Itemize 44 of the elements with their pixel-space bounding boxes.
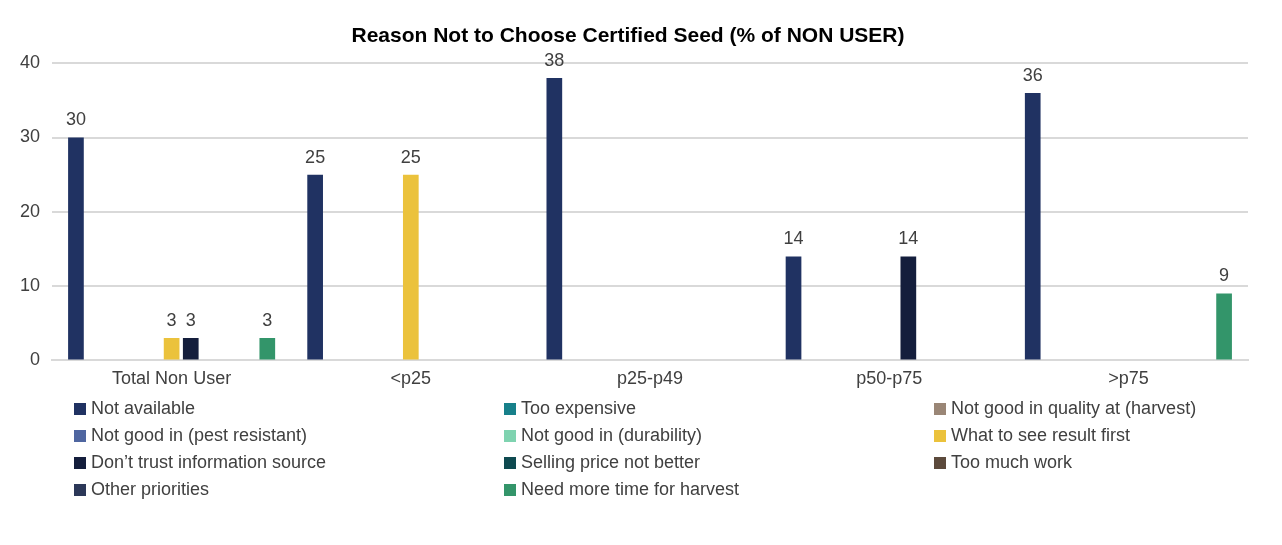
data-label: 3 bbox=[185, 310, 196, 331]
bar bbox=[68, 137, 84, 360]
bar bbox=[785, 256, 802, 360]
data-label: 3 bbox=[166, 310, 177, 331]
bar bbox=[900, 256, 917, 360]
x-tick-label: p50-p75 bbox=[856, 368, 923, 389]
bar bbox=[259, 338, 276, 360]
data-label: 14 bbox=[783, 228, 804, 249]
bar bbox=[182, 338, 199, 360]
x-tick-label: >p75 bbox=[1108, 368, 1149, 389]
legend-label: Not good in quality at (harvest) bbox=[951, 398, 1197, 419]
legend-label: What to see result first bbox=[951, 425, 1131, 446]
data-label: 38 bbox=[544, 50, 565, 71]
y-tick-label: 20 bbox=[19, 200, 41, 221]
x-tick-label: <p25 bbox=[390, 368, 432, 389]
bar bbox=[1024, 92, 1041, 360]
legend-label: Too expensive bbox=[521, 398, 637, 419]
legend-label: Don’t trust information source bbox=[91, 452, 327, 473]
data-label: 9 bbox=[1219, 265, 1230, 286]
legend-label: Not good in (durability) bbox=[521, 425, 703, 446]
x-tick-label: p25-p49 bbox=[616, 368, 684, 389]
bar bbox=[546, 78, 563, 360]
legend-label: Other priorities bbox=[91, 479, 210, 500]
x-tick-label: Total Non User bbox=[112, 368, 232, 389]
data-label: 3 bbox=[262, 310, 273, 331]
legend-label: Not good in (pest resistant) bbox=[91, 425, 308, 446]
legend-label: Too much work bbox=[951, 452, 1073, 473]
legend-label: Not available bbox=[91, 398, 196, 419]
bar bbox=[307, 174, 323, 360]
y-tick-label: 30 bbox=[19, 126, 41, 147]
y-tick-label: 10 bbox=[19, 275, 41, 296]
chart-title: Reason Not to Choose Certified Seed (% of NON USER) bbox=[351, 23, 905, 47]
legend-label: Need more time for harvest bbox=[521, 479, 740, 500]
legend-label: Selling price not better bbox=[521, 452, 701, 473]
data-label: 25 bbox=[305, 146, 326, 167]
data-label: 30 bbox=[65, 109, 86, 130]
bar bbox=[402, 174, 419, 360]
y-tick-label: 0 bbox=[30, 349, 41, 370]
y-tick-label: 40 bbox=[19, 52, 41, 73]
data-label: 25 bbox=[400, 146, 421, 167]
data-label: 36 bbox=[1022, 64, 1043, 85]
data-label: 14 bbox=[898, 228, 919, 249]
bar bbox=[163, 338, 180, 360]
bar bbox=[1216, 293, 1232, 360]
